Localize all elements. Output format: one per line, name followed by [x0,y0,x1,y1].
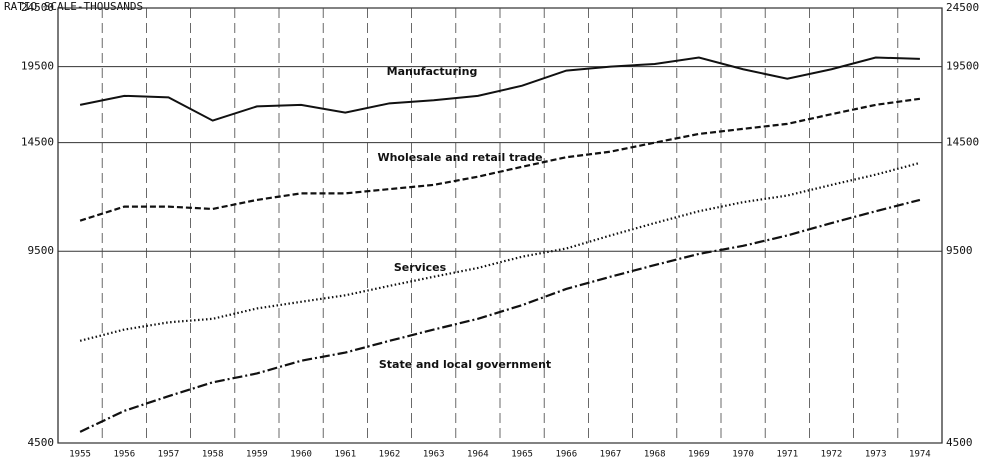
series-label: Services [394,261,447,274]
y2-tick-label: 19500 [946,60,979,73]
series-line [79,198,921,433]
y-tick-label: 19500 [21,60,54,73]
x-tick-label: 1958 [202,450,224,460]
x-tick-label: 1974 [909,450,931,460]
x-tick-label: 1970 [732,450,754,460]
chart-title: RATIO SCALE-THOUSANDS [4,0,143,13]
series-line [79,97,921,222]
x-tick-label: 1964 [467,450,489,460]
y2-tick-label: 4500 [946,436,973,449]
x-tick-label: 1956 [113,450,135,460]
x-tick-label: 1966 [555,450,577,460]
x-tick-label: 1962 [379,450,401,460]
y-tick-label: 14500 [21,136,54,149]
x-tick-label: 1972 [821,450,843,460]
series-label: State and local government [379,358,551,371]
x-tick-label: 1968 [644,450,666,460]
x-tick-label: 1961 [334,450,356,460]
x-tick-label: 1967 [600,450,622,460]
x-tick-label: 1965 [511,450,533,460]
x-tick-label: 1957 [158,450,180,460]
x-tick-label: 1971 [776,450,798,460]
series-line [79,56,920,122]
y-tick-label: 24500 [21,1,54,14]
y2-tick-label: 24500 [946,1,979,14]
y2-tick-label: 9500 [946,244,973,257]
series-label: Wholesale and retail trade [377,151,542,164]
x-tick-label: 1969 [688,450,710,460]
y2-tick-label: 14500 [946,136,979,149]
series-label: Manufacturing [387,65,478,78]
x-tick-label: 1963 [423,450,445,460]
x-tick-label: 1973 [865,450,887,460]
x-tick-label: 1960 [290,450,312,460]
y-tick-label: 9500 [28,244,55,257]
x-tick-label: 1959 [246,450,268,460]
y-tick-label: 4500 [28,436,55,449]
x-tick-label: 1955 [69,450,91,460]
